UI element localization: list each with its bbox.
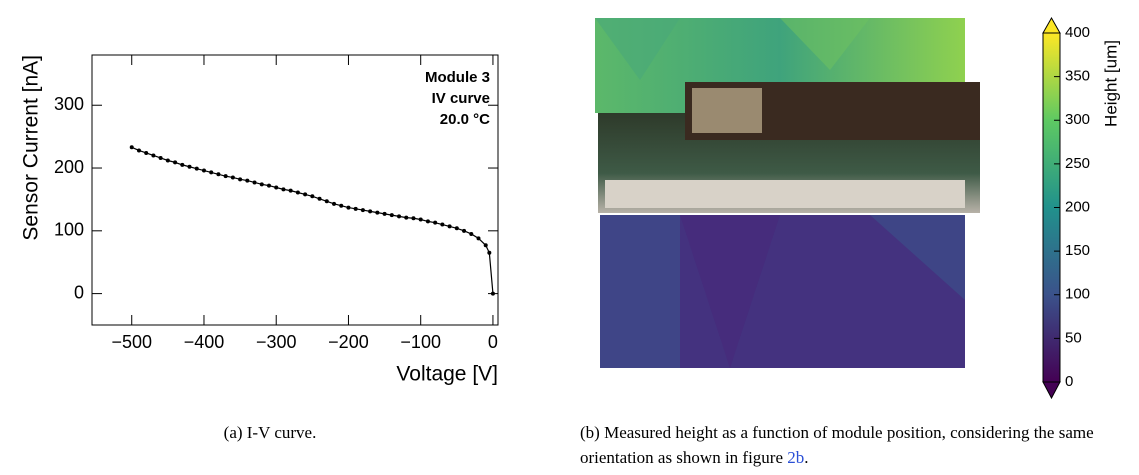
x-tick-label: −400 — [184, 332, 225, 352]
data-point — [180, 162, 185, 167]
data-point — [173, 160, 178, 165]
data-point — [425, 219, 430, 224]
y-tick-label: 100 — [54, 220, 84, 240]
colorbar-label: Height [um] — [1101, 40, 1120, 127]
colorbar-tick-label: 50 — [1065, 329, 1082, 346]
data-point — [433, 220, 438, 225]
data-point — [281, 187, 286, 192]
data-point — [404, 215, 409, 220]
data-point — [368, 209, 373, 214]
colorbar-tick-label: 0 — [1065, 373, 1073, 390]
data-point — [209, 170, 214, 175]
caption: (b) Measured height as a function of mod… — [580, 420, 1135, 470]
data-point — [490, 291, 495, 296]
colorbar-tick-label: 150 — [1065, 242, 1090, 259]
data-point — [454, 226, 459, 231]
data-point — [462, 228, 467, 233]
data-point — [201, 168, 206, 173]
data-point — [223, 174, 228, 179]
data-point — [129, 145, 134, 150]
colorbar-cap — [1042, 381, 1061, 400]
map-facet — [595, 18, 680, 80]
data-point — [397, 214, 402, 219]
data-point — [187, 164, 192, 169]
data-point — [288, 188, 293, 193]
data-point — [259, 182, 264, 187]
colorbar-tick-label: 400 — [1065, 24, 1090, 41]
data-point — [469, 231, 474, 236]
data-point — [483, 243, 488, 248]
x-tick-label: −500 — [111, 332, 152, 352]
data-point — [317, 196, 322, 201]
data-point — [158, 155, 163, 160]
colorbar-tick-label: 250 — [1065, 155, 1090, 172]
data-point — [324, 199, 329, 204]
data-point — [238, 177, 243, 182]
data-point — [194, 166, 199, 171]
colorbar-tick-label: 100 — [1065, 286, 1090, 303]
plot-frame — [91, 54, 499, 326]
caption: (a) I-V curve. — [0, 420, 540, 445]
figure: Height [um] Sensor Current [nA] Voltage … — [20, 16, 1120, 400]
data-point — [274, 185, 279, 190]
data-point — [303, 192, 308, 197]
data-point — [136, 148, 141, 153]
data-point — [144, 150, 149, 155]
data-point — [230, 175, 235, 180]
y-tick-label: 300 — [54, 94, 84, 114]
data-point — [353, 206, 358, 211]
data-point — [382, 211, 387, 216]
colorbar-cap — [1042, 16, 1061, 34]
data-point — [389, 213, 394, 218]
y-axis-label: Sensor Current [nA] — [20, 55, 43, 241]
data-point — [295, 190, 300, 195]
data-point — [440, 222, 445, 227]
data-point — [216, 172, 221, 177]
module-photo-part — [692, 88, 762, 133]
data-point — [447, 224, 452, 229]
caption-text: (b) Measured height as a function of mod… — [580, 423, 1094, 467]
map-facet — [780, 18, 870, 70]
annotation: IV curve — [432, 90, 490, 107]
data-point — [151, 153, 156, 158]
height-map — [595, 18, 980, 368]
data-point — [418, 217, 423, 222]
map-facet — [870, 215, 965, 300]
data-point — [310, 194, 315, 199]
x-tick-label: −200 — [328, 332, 369, 352]
map-facet — [680, 215, 780, 368]
caption-end: . — [804, 448, 809, 467]
data-point — [266, 183, 271, 188]
x-tick-label: −300 — [256, 332, 297, 352]
figure-ref[interactable]: 2b — [787, 448, 805, 467]
x-axis-label: Voltage [V] — [396, 363, 498, 386]
data-point — [245, 178, 250, 183]
y-tick-label: 0 — [74, 282, 84, 302]
data-point — [487, 250, 492, 255]
data-point — [375, 210, 380, 215]
colorbar-tick-label: 350 — [1065, 68, 1090, 85]
data-point — [411, 216, 416, 221]
x-tick-label: −100 — [400, 332, 441, 352]
annotation: 20.0 °C — [440, 111, 490, 128]
data-point — [476, 236, 481, 241]
caption-text: (a) I-V curve. — [223, 423, 317, 442]
data-point — [252, 180, 257, 185]
data-point — [332, 201, 337, 206]
annotation: Module 3 — [425, 69, 490, 86]
data-line — [131, 146, 494, 294]
y-tick-label: 200 — [54, 157, 84, 177]
map-facet — [600, 215, 680, 368]
data-point — [360, 208, 365, 213]
module-photo-sensor — [605, 180, 965, 208]
data-point — [165, 158, 170, 163]
data-point — [346, 205, 351, 210]
x-tick-label: 0 — [488, 332, 498, 352]
colorbar — [1042, 16, 1061, 400]
data-point — [339, 203, 344, 208]
colorbar-tick-label: 300 — [1065, 111, 1090, 128]
colorbar-tick-label: 200 — [1065, 198, 1090, 215]
